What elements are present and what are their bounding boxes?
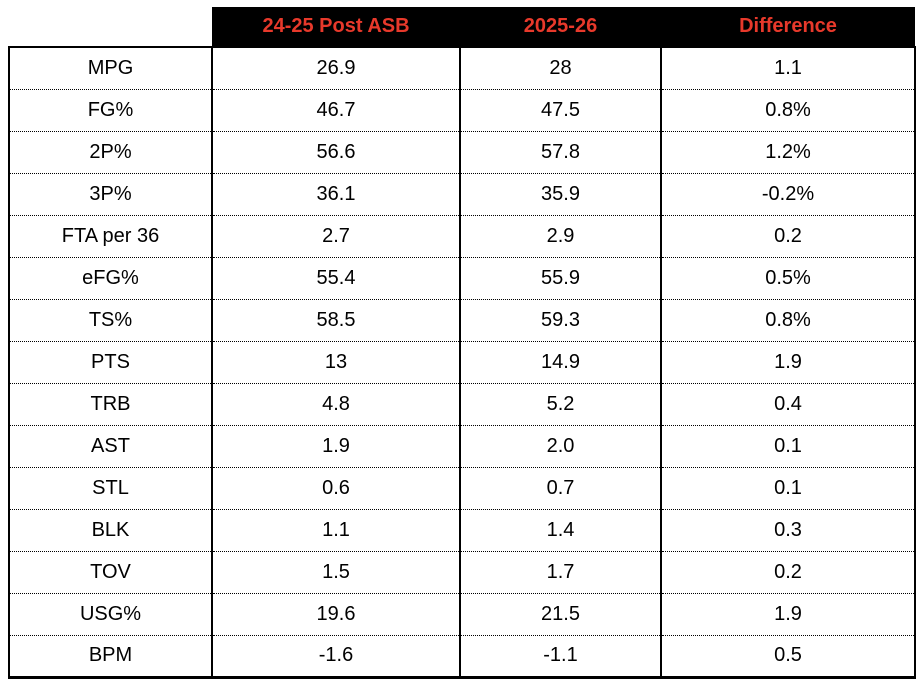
stat-value: 1.9	[660, 592, 916, 636]
table-row: eFG% 55.4 55.9 0.5%	[8, 256, 916, 300]
stat-value: 1.1	[660, 46, 916, 90]
stat-label: FTA per 36	[8, 214, 213, 258]
table-row: 3P% 36.1 35.9 -0.2%	[8, 172, 916, 216]
table-row: FG% 46.7 47.5 0.8%	[8, 88, 916, 132]
stat-label: MPG	[8, 46, 213, 90]
stat-value: 1.4	[459, 508, 662, 552]
stat-value: 56.6	[211, 130, 461, 174]
col-header-2025-26: 2025-26	[460, 7, 661, 47]
table-body: MPG 26.9 28 1.1 FG% 46.7 47.5 0.8% 2P% 56.6 57.8 1.…	[8, 46, 916, 679]
stat-label: TRB	[8, 382, 213, 426]
table-row: MPG 26.9 28 1.1	[8, 46, 916, 90]
stat-value: 47.5	[459, 88, 662, 132]
stat-value: 13	[211, 340, 461, 384]
stat-value: 58.5	[211, 298, 461, 342]
stat-label: TOV	[8, 550, 213, 594]
stat-value: 0.3	[660, 508, 916, 552]
table-header: 24-25 Post ASB 2025-26 Difference	[9, 7, 915, 47]
stat-value: 0.1	[660, 466, 916, 510]
stat-label: AST	[8, 424, 213, 468]
stat-value: 1.5	[211, 550, 461, 594]
stat-value: 1.9	[660, 340, 916, 384]
table-row: FTA per 36 2.7 2.9 0.2	[8, 214, 916, 258]
stat-value: 0.2	[660, 214, 916, 258]
stat-value: 0.7	[459, 466, 662, 510]
header-row: 24-25 Post ASB 2025-26 Difference	[9, 7, 915, 47]
stat-value: 0.6	[211, 466, 461, 510]
stat-value: 0.8%	[660, 298, 916, 342]
stat-value: -1.6	[211, 634, 461, 679]
stat-value: 0.1	[660, 424, 916, 468]
stat-value: 36.1	[211, 172, 461, 216]
corner-cell	[9, 7, 212, 47]
stat-value: 19.6	[211, 592, 461, 636]
stat-value: 0.5%	[660, 256, 916, 300]
stat-label: TS%	[8, 298, 213, 342]
col-header-24-25-post-asb: 24-25 Post ASB	[212, 7, 460, 47]
stat-value: 2.9	[459, 214, 662, 258]
stat-value: 1.1	[211, 508, 461, 552]
stat-value: -0.2%	[660, 172, 916, 216]
stat-value: 1.2%	[660, 130, 916, 174]
stat-value: 21.5	[459, 592, 662, 636]
stat-label: PTS	[8, 340, 213, 384]
stat-value: 2.0	[459, 424, 662, 468]
stat-value: 28	[459, 46, 662, 90]
stat-label: USG%	[8, 592, 213, 636]
table-row: TRB 4.8 5.2 0.4	[8, 382, 916, 426]
stat-value: 1.7	[459, 550, 662, 594]
stat-label: 3P%	[8, 172, 213, 216]
stat-label: BLK	[8, 508, 213, 552]
stat-label: 2P%	[8, 130, 213, 174]
stat-value: 35.9	[459, 172, 662, 216]
stat-value: 57.8	[459, 130, 662, 174]
stats-comparison-table: 24-25 Post ASB 2025-26 Difference MPG 26.…	[8, 7, 916, 679]
stat-value: 2.7	[211, 214, 461, 258]
stat-value: 1.9	[211, 424, 461, 468]
stat-value: 55.4	[211, 256, 461, 300]
stat-value: 0.4	[660, 382, 916, 426]
table-row: 2P% 56.6 57.8 1.2%	[8, 130, 916, 174]
stats-table: 24-25 Post ASB 2025-26 Difference MPG 26.…	[8, 7, 916, 679]
stat-value: 14.9	[459, 340, 662, 384]
stat-label: eFG%	[8, 256, 213, 300]
stat-value: -1.1	[459, 634, 662, 679]
table-row: TS% 58.5 59.3 0.8%	[8, 298, 916, 342]
table-row: TOV 1.5 1.7 0.2	[8, 550, 916, 594]
stat-label: STL	[8, 466, 213, 510]
table-row: STL 0.6 0.7 0.1	[8, 466, 916, 510]
stat-value: 26.9	[211, 46, 461, 90]
table-row: BLK 1.1 1.4 0.3	[8, 508, 916, 552]
table-row: AST 1.9 2.0 0.1	[8, 424, 916, 468]
table-row: PTS 13 14.9 1.9	[8, 340, 916, 384]
stat-value: 5.2	[459, 382, 662, 426]
stat-value: 0.5	[660, 634, 916, 679]
stat-value: 0.8%	[660, 88, 916, 132]
stat-label: BPM	[8, 634, 213, 679]
table-row: BPM -1.6 -1.1 0.5	[8, 634, 916, 679]
col-header-difference: Difference	[661, 7, 915, 47]
stat-value: 0.2	[660, 550, 916, 594]
stat-value: 4.8	[211, 382, 461, 426]
stat-value: 46.7	[211, 88, 461, 132]
table-row: USG% 19.6 21.5 1.9	[8, 592, 916, 636]
stat-value: 55.9	[459, 256, 662, 300]
stat-label: FG%	[8, 88, 213, 132]
stat-value: 59.3	[459, 298, 662, 342]
